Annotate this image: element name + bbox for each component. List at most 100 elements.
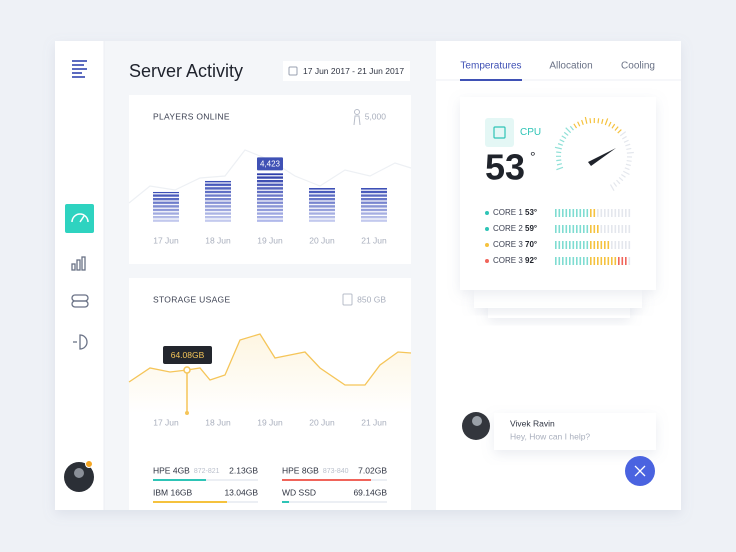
core-segment <box>597 257 599 265</box>
core-dot <box>485 227 489 231</box>
core-segment <box>618 257 620 265</box>
gauge-tick <box>604 118 609 126</box>
gauge-tick <box>611 123 616 129</box>
core-segment <box>600 257 603 265</box>
core-segment <box>572 241 575 249</box>
nav-dashboard[interactable] <box>65 204 94 233</box>
nav-cooling[interactable] <box>73 334 88 350</box>
bar-stripes <box>153 191 179 222</box>
tab[interactable]: Allocation <box>549 61 592 72</box>
core-dot <box>485 243 489 247</box>
value-label: 4,423 <box>260 159 281 168</box>
core-segment <box>625 257 627 265</box>
core-segment <box>593 241 596 249</box>
cpu-icon-bg <box>485 118 514 147</box>
nav-icon <box>79 215 85 223</box>
progress-fill <box>153 479 206 481</box>
storage-marker <box>185 411 189 415</box>
progress-fill <box>153 501 227 503</box>
tooltip <box>163 346 212 364</box>
core-segment <box>597 209 599 217</box>
core-segment <box>579 241 582 249</box>
tab[interactable]: Cooling <box>621 61 655 72</box>
core-segment <box>604 225 606 233</box>
gauge-needle <box>588 148 616 166</box>
x-tick-label: 17 Jun <box>153 417 179 427</box>
core-segment <box>593 225 596 233</box>
core-segment <box>576 209 578 217</box>
storage-area <box>129 334 411 413</box>
core-segment <box>590 241 592 249</box>
core-segment <box>604 241 606 249</box>
bar-stripes <box>205 180 231 222</box>
avatar-head <box>74 468 84 478</box>
chat-bubble[interactable] <box>494 413 656 450</box>
core-segment <box>625 241 627 249</box>
gauge-tick <box>581 119 584 125</box>
storage-code: 872-821 <box>194 468 220 475</box>
x-tick-label: 20 Jun <box>309 417 335 427</box>
card-stack <box>474 290 642 308</box>
core-segment <box>558 225 561 233</box>
core-segment <box>586 241 589 249</box>
core-segment <box>621 225 624 233</box>
core-segment <box>607 209 610 217</box>
gauge-tick <box>623 139 629 143</box>
core-name: CORE 3 <box>493 240 523 249</box>
core-segment <box>600 209 603 217</box>
gauge-tick <box>556 166 564 171</box>
gauge-tick <box>617 129 622 134</box>
core-dot <box>485 211 489 215</box>
core-segment <box>604 257 606 265</box>
nav-storage[interactable] <box>71 294 89 308</box>
core-segment <box>597 241 599 249</box>
bar-stripes <box>309 188 335 222</box>
core-segment <box>569 257 571 265</box>
gauge-tick <box>619 131 627 137</box>
gauge-tick <box>556 163 563 166</box>
core-segment <box>562 209 564 217</box>
gauge-tick <box>577 121 581 127</box>
core-segment <box>593 257 596 265</box>
bar-stripes <box>361 188 387 222</box>
tab[interactable]: Temperatures <box>460 61 521 72</box>
core-segment <box>628 225 631 233</box>
gauge-tick <box>616 179 621 185</box>
gauge-tick <box>614 126 619 131</box>
core-segment <box>625 225 627 233</box>
core-temp: 53° <box>525 208 537 217</box>
core-segment <box>614 209 617 217</box>
x-tick-label: 19 Jun <box>257 235 283 245</box>
player-icon <box>353 115 361 126</box>
gauge-tick <box>613 182 618 187</box>
core-segment <box>611 241 613 249</box>
core-segment <box>572 225 575 233</box>
players-capacity: 5,000 <box>365 111 387 121</box>
core-segment <box>583 225 585 233</box>
core-segment <box>576 241 578 249</box>
date-picker[interactable] <box>283 61 410 81</box>
gauge-tick <box>597 118 600 124</box>
nav-stats[interactable] <box>71 256 86 271</box>
storage-value: 7.02GB <box>358 465 387 475</box>
gauge-tick <box>554 146 562 150</box>
core-segment <box>618 241 620 249</box>
core-segment <box>569 209 571 217</box>
page-title: Server Activity <box>129 61 243 81</box>
core-meter <box>555 209 631 217</box>
core-segment <box>614 241 617 249</box>
cpu-temp: 53 <box>485 147 525 188</box>
core-segment <box>583 209 585 217</box>
core-temp: 59° <box>525 224 537 233</box>
core-segment <box>597 225 599 233</box>
core-segment <box>572 209 575 217</box>
cpu-label: CPU <box>520 127 541 138</box>
x-tick-label: 19 Jun <box>257 417 283 427</box>
core-meter <box>555 257 631 265</box>
core-segment <box>625 209 627 217</box>
core-segment <box>590 209 592 217</box>
progress-fill <box>282 479 371 481</box>
gauge-tick <box>601 118 604 125</box>
core-segment <box>576 257 578 265</box>
